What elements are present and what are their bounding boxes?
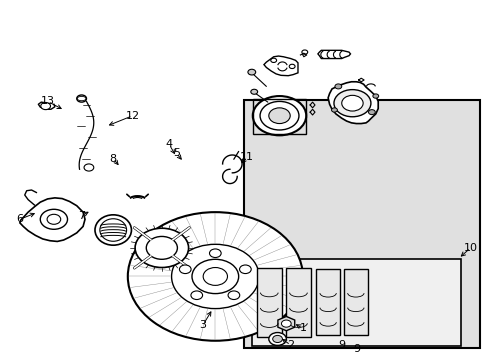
FancyBboxPatch shape xyxy=(251,258,460,346)
Text: 5: 5 xyxy=(173,148,180,158)
Circle shape xyxy=(281,320,290,327)
Circle shape xyxy=(250,89,257,94)
Text: 10: 10 xyxy=(463,243,477,253)
Circle shape xyxy=(334,84,341,89)
Circle shape xyxy=(341,95,363,111)
Circle shape xyxy=(227,291,239,300)
Circle shape xyxy=(268,333,286,345)
Text: 2: 2 xyxy=(286,340,294,350)
Circle shape xyxy=(272,336,282,342)
Circle shape xyxy=(203,267,227,285)
Circle shape xyxy=(333,90,370,117)
Bar xyxy=(253,99,305,134)
Text: 4: 4 xyxy=(165,139,172,149)
Ellipse shape xyxy=(95,215,131,245)
Circle shape xyxy=(239,265,251,274)
Circle shape xyxy=(146,237,177,259)
Circle shape xyxy=(127,212,302,341)
Circle shape xyxy=(179,265,191,274)
Polygon shape xyxy=(285,267,310,337)
Circle shape xyxy=(247,69,255,75)
Circle shape xyxy=(209,249,221,257)
Text: 1: 1 xyxy=(299,323,305,333)
Text: 3: 3 xyxy=(199,320,206,330)
Text: 12: 12 xyxy=(125,111,140,121)
Text: 11: 11 xyxy=(240,152,253,162)
Text: 13: 13 xyxy=(41,96,55,107)
Circle shape xyxy=(171,244,259,309)
Polygon shape xyxy=(256,267,282,337)
Polygon shape xyxy=(327,82,377,123)
Circle shape xyxy=(84,164,94,171)
Text: 9: 9 xyxy=(352,344,359,354)
Circle shape xyxy=(135,228,188,267)
Text: 9: 9 xyxy=(338,340,345,350)
Circle shape xyxy=(41,103,50,110)
Text: 8: 8 xyxy=(109,154,117,163)
Polygon shape xyxy=(344,269,367,336)
Text: 7: 7 xyxy=(78,211,85,221)
Circle shape xyxy=(190,291,202,300)
Circle shape xyxy=(192,259,238,294)
Polygon shape xyxy=(277,316,294,331)
Polygon shape xyxy=(317,50,350,59)
Circle shape xyxy=(40,209,67,229)
Polygon shape xyxy=(264,56,297,76)
Circle shape xyxy=(368,110,374,114)
Polygon shape xyxy=(316,269,339,336)
Text: 6: 6 xyxy=(16,214,23,224)
Circle shape xyxy=(372,94,378,98)
Circle shape xyxy=(260,102,298,130)
FancyBboxPatch shape xyxy=(244,100,479,348)
Polygon shape xyxy=(20,198,85,242)
Circle shape xyxy=(77,95,86,102)
Circle shape xyxy=(252,96,305,135)
Circle shape xyxy=(268,108,289,123)
Circle shape xyxy=(47,214,61,224)
Circle shape xyxy=(331,108,337,112)
